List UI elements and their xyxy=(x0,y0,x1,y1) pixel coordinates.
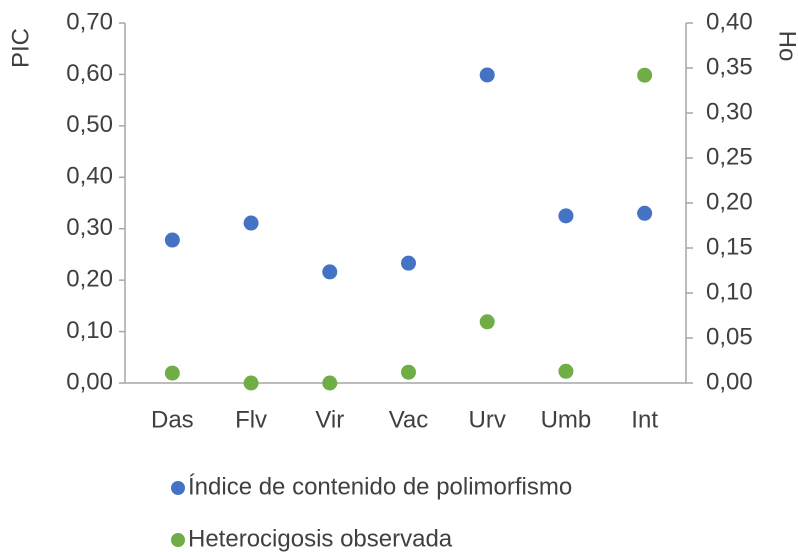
data-point xyxy=(164,232,180,248)
x-tick-label: Vac xyxy=(389,406,429,433)
data-point xyxy=(558,208,574,224)
legend-label: Índice de contenido de polimorfismo xyxy=(188,473,572,500)
y2-tick-label: 0,20 xyxy=(706,188,753,215)
data-point xyxy=(637,67,653,83)
x-tick-label: Flv xyxy=(235,406,267,433)
y-tick-label: 0,50 xyxy=(66,111,113,138)
x-tick-label: Vir xyxy=(315,406,344,433)
y-tick-label: 0,00 xyxy=(66,368,113,395)
data-point xyxy=(558,363,574,379)
y2-tick-label: 0,35 xyxy=(706,53,753,80)
legend-marker xyxy=(171,533,185,547)
data-point xyxy=(322,264,338,280)
x-tick-label: Int xyxy=(631,406,658,433)
y2-tick-label: 0,10 xyxy=(706,278,753,305)
y-tick-label: 0,40 xyxy=(66,163,113,190)
y-tick-label: 0,70 xyxy=(66,8,113,35)
y-axis-label: PIC xyxy=(7,28,34,68)
data-point xyxy=(243,375,259,391)
y-tick-label: 0,10 xyxy=(66,317,113,344)
x-tick-label: Umb xyxy=(541,406,592,433)
y2-tick-label: 0,40 xyxy=(706,8,753,35)
data-point xyxy=(401,255,416,271)
legend-marker xyxy=(171,481,185,495)
data-point xyxy=(243,215,259,231)
data-point xyxy=(401,364,416,380)
x-tick-label: Urv xyxy=(469,406,506,433)
y-tick-label: 0,60 xyxy=(66,60,113,87)
y2-tick-label: 0,15 xyxy=(706,233,753,260)
data-point xyxy=(164,365,180,381)
y2-tick-label: 0,25 xyxy=(706,143,753,170)
y2-tick-label: 0,00 xyxy=(706,368,753,395)
data-point xyxy=(637,205,653,221)
y-tick-label: 0,30 xyxy=(66,214,113,241)
legend-label: Heterocigosis observada xyxy=(188,525,453,552)
y-tick-label: 0,20 xyxy=(66,265,113,292)
data-point xyxy=(479,67,495,83)
y2-tick-label: 0,05 xyxy=(706,323,753,350)
data-point xyxy=(479,314,495,330)
y2-tick-label: 0,30 xyxy=(706,98,753,125)
y2-axis-label: Ho xyxy=(774,31,798,62)
x-tick-label: Das xyxy=(151,406,194,433)
data-point xyxy=(322,375,338,391)
